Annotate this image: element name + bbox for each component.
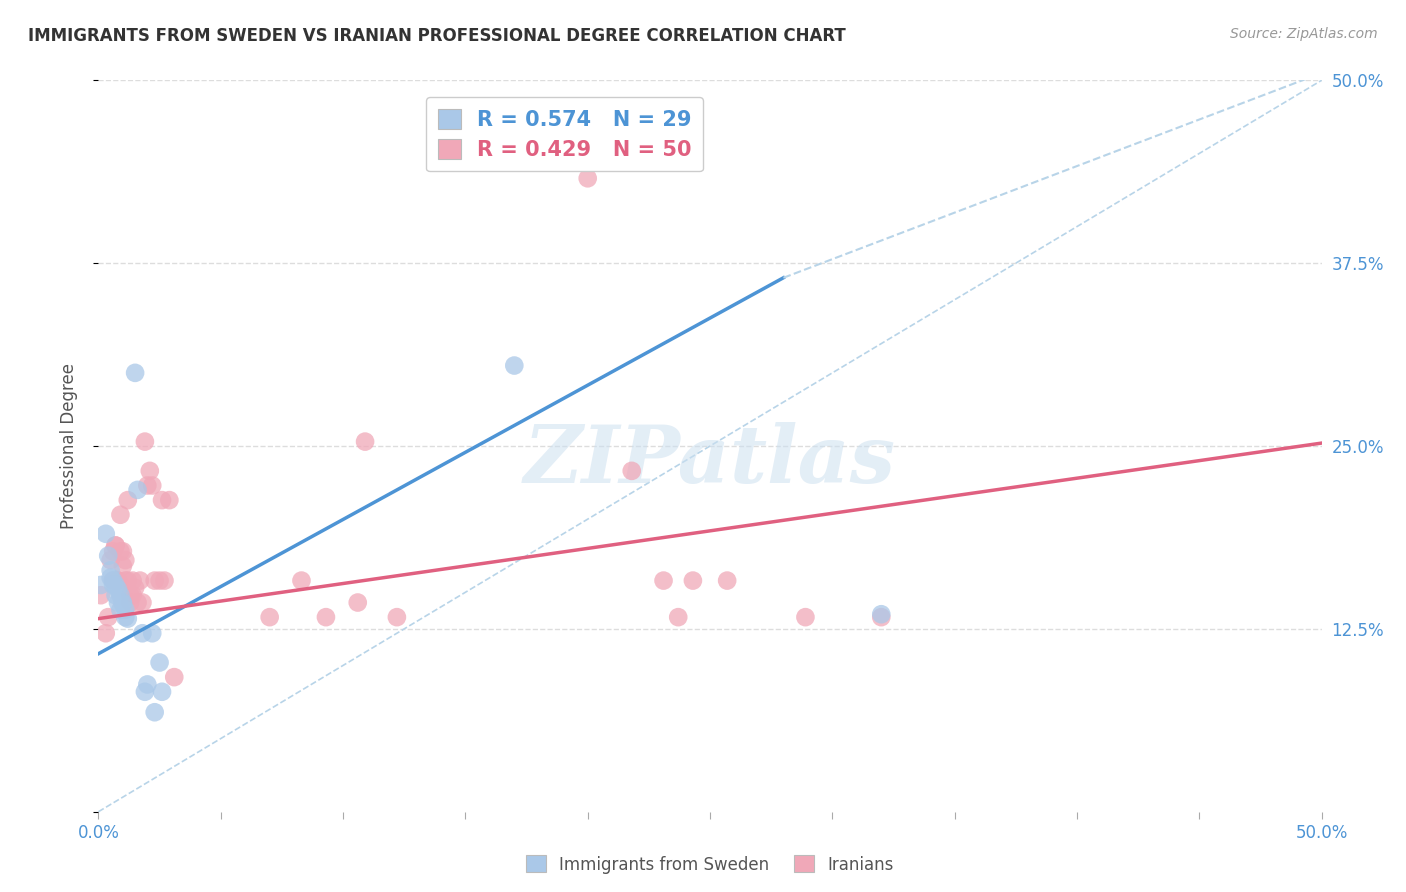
Point [104,539,127,553]
Point [315,610,337,624]
Point [111,544,134,558]
Point [131,595,153,609]
Point [682,574,704,588]
Text: ZIPatlas: ZIPatlas [524,422,896,500]
Point [90,588,112,602]
Point [131,626,153,640]
Point [114,610,136,624]
Point [134,685,156,699]
Point [111,597,134,611]
Point [110,544,132,558]
Point [870,610,893,624]
Point [141,626,163,640]
Point [290,574,312,588]
Point [620,464,643,478]
Point [121,574,143,588]
Point [110,508,132,522]
Y-axis label: Professional Degree: Professional Degree [59,363,77,529]
Text: IMMIGRANTS FROM SWEDEN VS IRANIAN PROFESSIONAL DEGREE CORRELATION CHART: IMMIGRANTS FROM SWEDEN VS IRANIAN PROFES… [28,27,846,45]
Point [101,574,124,588]
Point [576,171,599,186]
Point [121,588,143,602]
Point [129,574,152,588]
Point [111,558,134,573]
Point [143,705,166,719]
Legend: Immigrants from Sweden, Iranians: Immigrants from Sweden, Iranians [519,848,901,880]
Point [149,656,172,670]
Point [104,578,127,592]
Point [652,574,675,588]
Point [97,549,120,563]
Point [114,553,136,567]
Point [139,464,162,478]
Point [114,603,136,617]
Point [149,574,172,588]
Point [346,595,368,609]
Point [101,574,124,588]
Point [100,563,122,577]
Point [666,610,689,624]
Point [90,578,112,592]
Point [114,574,136,588]
Point [104,539,127,553]
Point [150,493,173,508]
Point [127,595,149,609]
Text: Source: ZipAtlas.com: Source: ZipAtlas.com [1230,27,1378,41]
Point [870,607,893,622]
Point [716,574,738,588]
Point [124,581,146,595]
Point [136,677,159,691]
Point [134,434,156,449]
Point [107,582,129,597]
Point [100,553,122,567]
Point [111,595,134,609]
Point [157,493,180,508]
Point [385,610,408,624]
Point [117,574,139,588]
Point [104,588,127,602]
Point [101,578,124,592]
Point [94,626,117,640]
Point [97,610,120,624]
Point [163,670,186,684]
Point [120,588,142,602]
Point [107,574,129,588]
Point [94,526,117,541]
Point [794,610,817,624]
Point [101,544,124,558]
Point [117,493,139,508]
Point [107,595,129,609]
Point [110,603,132,617]
Point [117,612,139,626]
Point [120,595,142,609]
Point [110,588,132,602]
Point [100,571,122,585]
Point [143,574,166,588]
Point [153,574,176,588]
Point [259,610,281,624]
Point [136,478,159,492]
Point [107,574,129,588]
Point [150,685,173,699]
Point [354,434,377,449]
Point [503,359,526,373]
Point [124,366,146,380]
Point [127,483,149,497]
Point [141,478,163,492]
